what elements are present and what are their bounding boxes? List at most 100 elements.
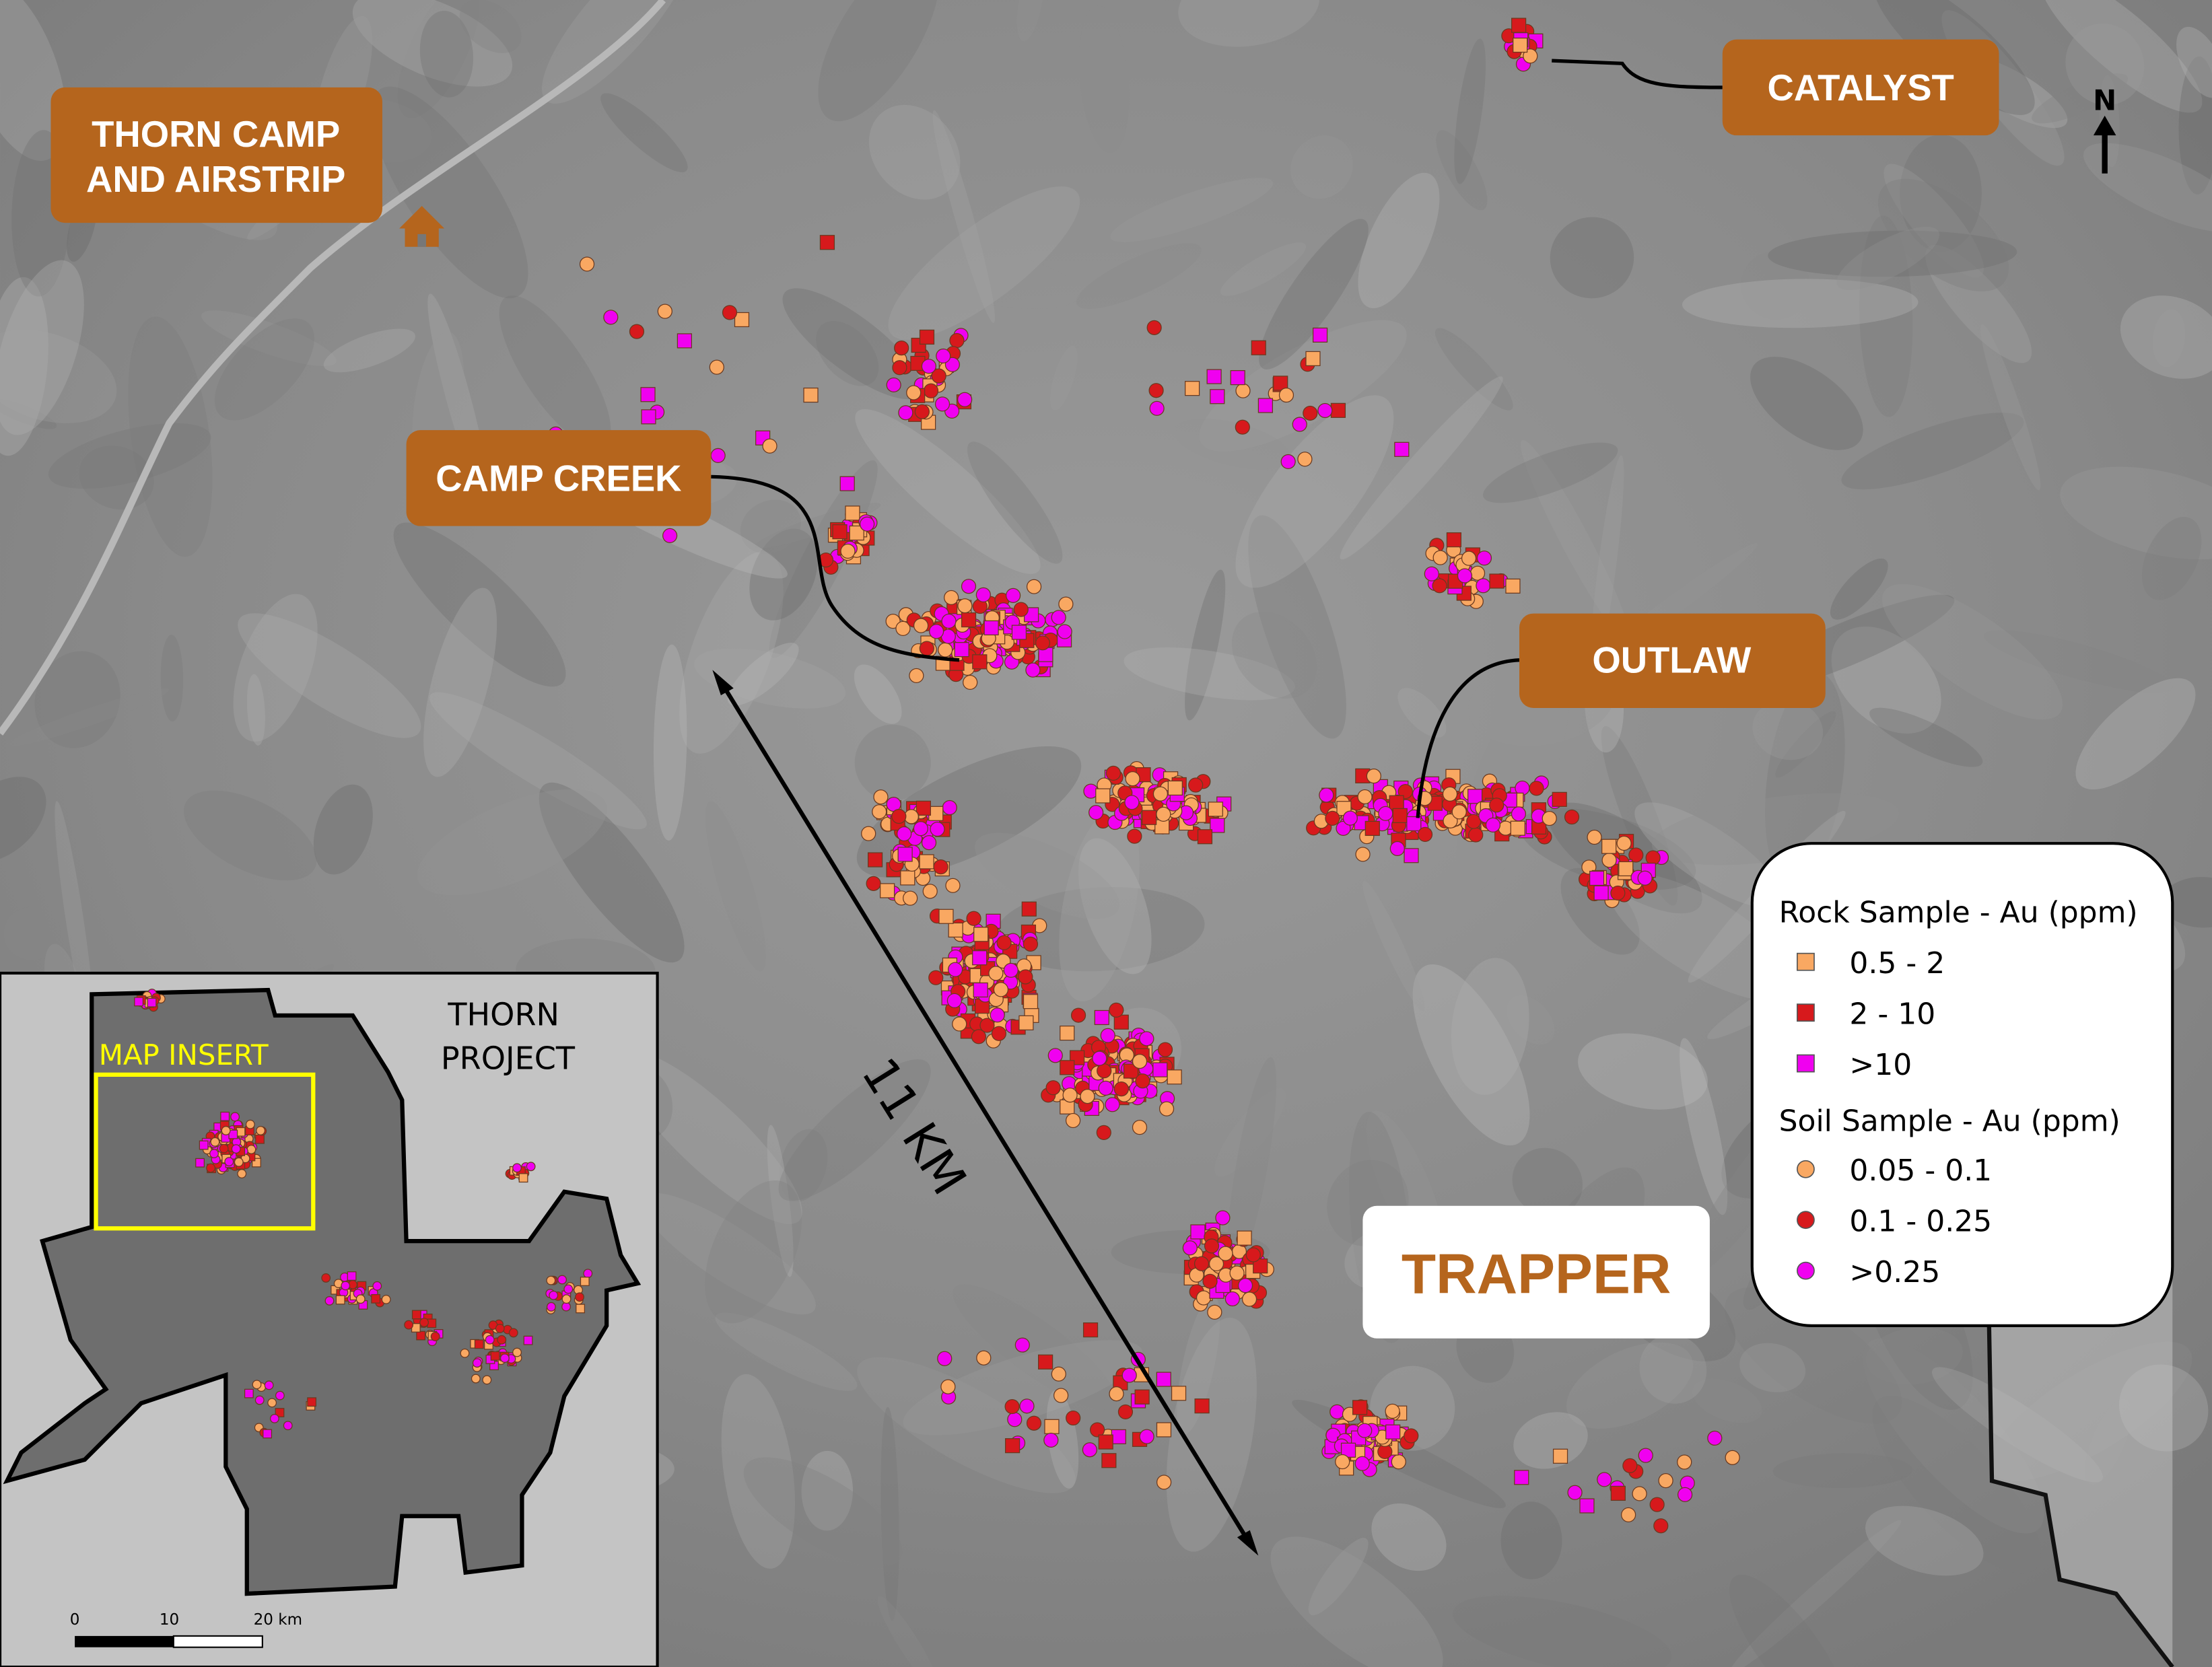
terrain-texture	[128, 316, 213, 557]
terrain-texture	[996, 886, 1205, 972]
rock-sample-marker	[1101, 1453, 1117, 1468]
terrain-texture	[313, 784, 373, 875]
terrain-texture	[932, 110, 996, 323]
soil-sample-marker	[921, 835, 937, 851]
inset-title-2: PROJECT	[441, 1040, 576, 1076]
soil-sample-marker	[1432, 550, 1448, 565]
soil-sample-marker	[1035, 635, 1051, 651]
rock-sample-marker	[1094, 1009, 1109, 1026]
soil-sample-marker	[1357, 789, 1373, 805]
terrain-texture	[1831, 626, 1941, 734]
terrain-texture	[1639, 1334, 1707, 1404]
soil-sample-marker	[1105, 765, 1121, 781]
terrain-texture	[694, 648, 846, 709]
rock-sample-marker	[972, 950, 988, 966]
rock-sample-marker	[1044, 1419, 1060, 1434]
soil-sample-marker	[1182, 1240, 1198, 1256]
soil-sample-marker	[1196, 1290, 1212, 1306]
terrain-texture	[1076, 243, 1202, 309]
rock-sample-marker	[867, 852, 883, 867]
rock-sample-marker	[1253, 1258, 1268, 1274]
terrain-texture	[1841, 413, 2024, 490]
soil-sample-marker	[1109, 1002, 1124, 1018]
thorn-project-boundary	[3, 987, 642, 1596]
rock-sample-marker	[1406, 816, 1422, 832]
soil-sample-marker	[1202, 1273, 1218, 1289]
svg-text:TRAPPER: TRAPPER	[1402, 1242, 1671, 1306]
terrain-texture	[1512, 1147, 1583, 1217]
soil-sample-marker	[944, 357, 960, 372]
soil-sample-marker	[324, 1296, 335, 1306]
soil-sample-marker	[903, 809, 920, 824]
rock-sample-marker	[973, 927, 989, 942]
terrain-texture	[1371, 1503, 1447, 1571]
soil-sample-marker	[1378, 806, 1393, 821]
soil-sample-marker	[1389, 841, 1405, 857]
rock-sample-marker	[347, 1271, 357, 1281]
legend-rock-swatch-2	[1797, 1003, 1815, 1022]
soil-sample-marker	[1148, 383, 1164, 398]
scale-bar: 0 10 20 km	[70, 1611, 302, 1648]
terrain-texture	[903, 1340, 1143, 1435]
terrain-texture	[1456, 668, 1570, 892]
soil-sample-marker	[1432, 578, 1447, 594]
terrain-texture	[1362, 880, 1425, 1012]
soil-sample-marker	[991, 1026, 1007, 1041]
terrain-texture	[1358, 172, 1440, 308]
rock-sample-marker	[244, 1388, 254, 1398]
soil-sample-marker	[873, 789, 889, 805]
rock-sample-marker	[1593, 885, 1609, 900]
terrain-texture	[653, 644, 687, 841]
soil-sample-marker	[1088, 805, 1104, 820]
rock-sample-marker	[1579, 1498, 1595, 1514]
rock-sample-marker	[1394, 441, 1410, 457]
terrain-texture	[1560, 867, 1640, 955]
terrain-texture	[743, 1457, 903, 1567]
svg-text:>0.25: >0.25	[1849, 1255, 1940, 1289]
soil-sample-marker	[919, 641, 934, 656]
soil-sample-marker	[1025, 662, 1041, 678]
soil-sample-marker	[430, 1332, 440, 1341]
soil-sample-marker	[937, 1351, 953, 1366]
soil-sample-marker	[975, 587, 991, 602]
soil-sample-marker	[872, 804, 887, 820]
terrain-texture	[1550, 217, 1634, 299]
terrain-texture	[1980, 324, 2041, 491]
soil-sample-marker	[963, 674, 978, 690]
soil-sample-marker	[979, 1018, 995, 1033]
rock-sample-marker	[897, 847, 913, 862]
soil-sample-marker	[1146, 320, 1162, 335]
camp-creek-leader	[711, 474, 960, 662]
soil-sample-marker	[1135, 1073, 1150, 1089]
terrain-texture	[1883, 164, 1984, 278]
rock-sample-marker	[1021, 901, 1037, 917]
rock-sample-marker	[832, 524, 848, 540]
soil-sample-marker	[931, 368, 946, 384]
rock-sample-marker	[972, 654, 988, 670]
rock-sample-marker	[948, 922, 963, 938]
soil-sample-marker	[579, 256, 595, 272]
rock-sample-marker	[1446, 532, 1462, 548]
rock-sample-marker	[1330, 402, 1346, 418]
rock-sample-marker	[1489, 573, 1505, 589]
soil-sample-marker	[1082, 1442, 1097, 1458]
soil-sample-marker	[944, 590, 959, 606]
rock-sample-marker	[335, 1295, 345, 1305]
terrain-texture	[1872, 1395, 2041, 1574]
soil-sample-marker	[1229, 1265, 1245, 1281]
svg-text:0.1 - 0.25: 0.1 - 0.25	[1849, 1204, 1992, 1238]
soil-sample-marker	[1457, 568, 1473, 583]
terrain-texture	[5, 688, 170, 747]
soil-sample-marker	[1014, 1337, 1030, 1353]
soil-sample-marker	[1542, 810, 1557, 826]
rock-sample-marker	[1060, 1025, 1075, 1041]
soil-sample-marker	[210, 1137, 220, 1147]
soil-sample-marker	[1677, 1487, 1693, 1502]
soil-sample-marker	[1567, 1485, 1583, 1500]
rock-sample-marker	[1273, 376, 1288, 391]
rock-sample-marker	[1206, 369, 1222, 384]
rock-sample-marker	[1392, 808, 1408, 824]
terrain-texture	[423, 588, 497, 777]
soil-sample-marker	[1335, 1454, 1350, 1470]
terrain-texture	[459, 0, 522, 53]
